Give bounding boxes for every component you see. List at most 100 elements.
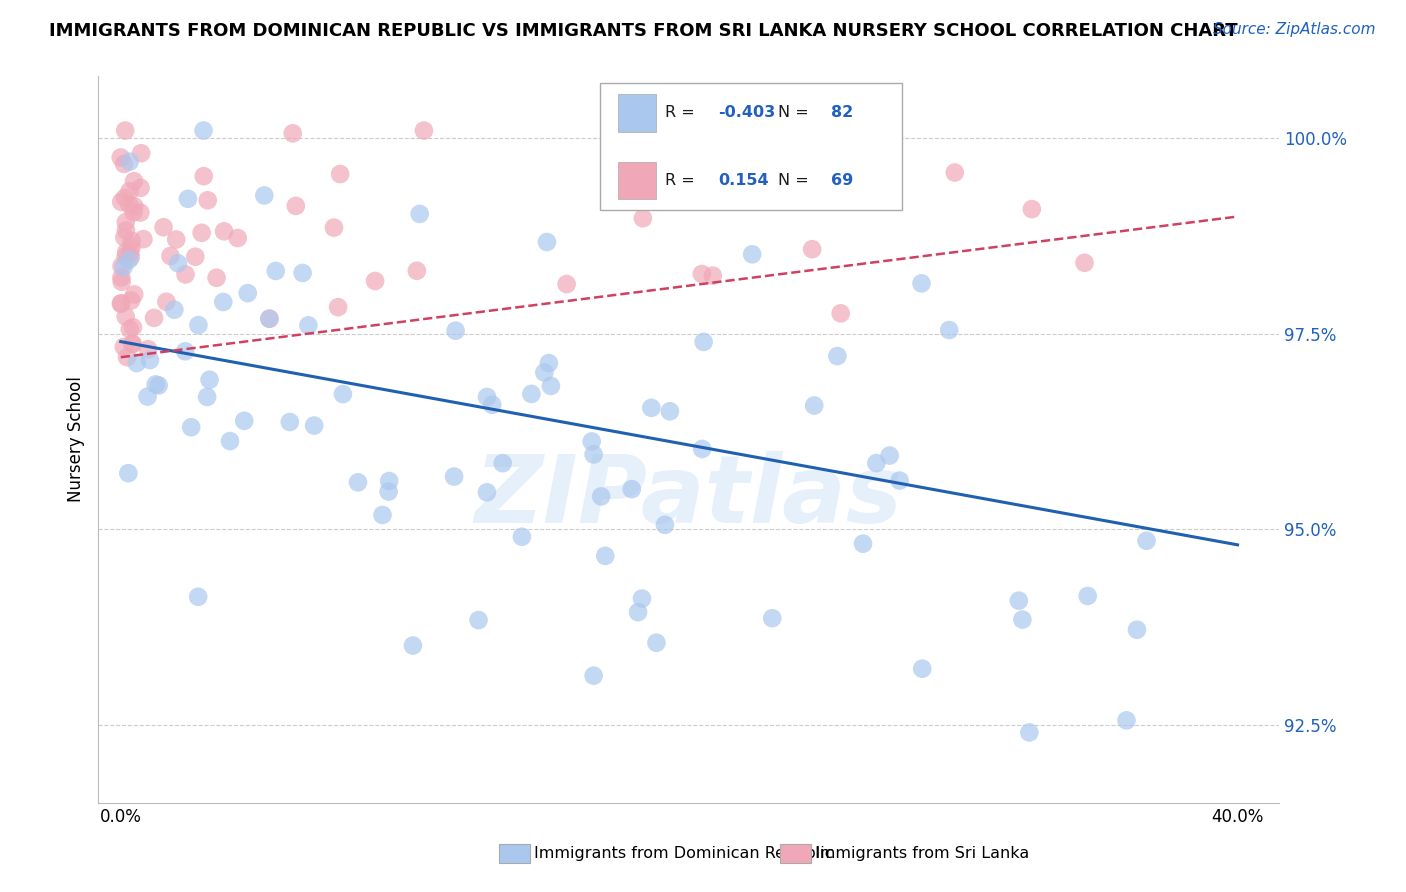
Point (125, 356, 148, 370)
Point (165, 232, 187, 246)
Point (115, 223, 138, 237)
Point (510, 530, 533, 544)
Text: N =: N = (778, 173, 814, 188)
Point (631, 591, 654, 606)
Point (110, 297, 132, 311)
Point (1126, 623, 1149, 637)
Point (910, 277, 932, 291)
Point (148, 378, 170, 392)
Point (120, 293, 142, 308)
Text: R =: R = (665, 105, 700, 120)
Point (155, 294, 177, 309)
Point (378, 474, 401, 488)
Point (889, 474, 911, 488)
Point (645, 636, 668, 650)
Point (405, 264, 427, 278)
Point (475, 485, 498, 500)
Point (212, 224, 235, 238)
Point (152, 220, 174, 235)
Point (654, 517, 676, 532)
Point (533, 366, 555, 380)
Point (582, 668, 605, 682)
Point (1011, 613, 1033, 627)
Point (278, 415, 301, 429)
Point (112, 157, 135, 171)
Text: R =: R = (665, 173, 700, 188)
Point (1018, 725, 1040, 739)
Point (124, 199, 146, 213)
Point (761, 611, 783, 625)
Text: Source: ZipAtlas.com: Source: ZipAtlas.com (1212, 22, 1375, 37)
Point (943, 165, 966, 179)
Point (467, 613, 489, 627)
Point (377, 484, 399, 499)
Point (852, 537, 875, 551)
Point (174, 344, 197, 359)
FancyBboxPatch shape (619, 94, 655, 132)
Point (537, 356, 560, 370)
Point (110, 296, 132, 310)
Point (122, 205, 145, 219)
Point (236, 286, 259, 301)
Point (129, 205, 152, 219)
Point (297, 318, 319, 333)
Point (631, 211, 654, 226)
Point (741, 247, 763, 261)
Point (195, 390, 218, 404)
Point (121, 240, 143, 254)
Point (555, 277, 578, 291)
FancyBboxPatch shape (600, 83, 901, 211)
Point (481, 398, 503, 412)
Point (118, 322, 141, 336)
Point (118, 197, 141, 211)
Point (114, 250, 136, 264)
Point (1115, 714, 1137, 728)
Point (581, 434, 603, 449)
Point (302, 418, 325, 433)
Point (110, 194, 132, 209)
Point (259, 311, 281, 326)
Point (690, 442, 713, 456)
Point (702, 268, 724, 283)
Point (110, 270, 132, 285)
Point (492, 456, 515, 470)
Text: N =: N = (778, 105, 814, 120)
Point (865, 456, 887, 470)
Point (803, 399, 825, 413)
Point (184, 250, 207, 264)
Point (801, 242, 824, 256)
Point (174, 268, 197, 282)
Point (118, 252, 141, 267)
Point (111, 275, 134, 289)
Point (197, 194, 219, 208)
Point (402, 639, 425, 653)
Point (114, 191, 136, 205)
Point (219, 434, 242, 448)
Text: Immigrants from Sri Lanka: Immigrants from Sri Lanka (815, 847, 1029, 861)
Text: ZIPatlas: ZIPatlas (475, 451, 903, 543)
Point (253, 188, 276, 202)
Point (593, 549, 616, 563)
Point (180, 420, 202, 434)
Point (159, 249, 181, 263)
Point (121, 336, 143, 351)
Point (118, 154, 141, 169)
Text: 82: 82 (831, 105, 853, 120)
Point (187, 318, 209, 332)
Text: 0.154: 0.154 (718, 173, 769, 188)
FancyBboxPatch shape (619, 161, 655, 200)
Point (658, 404, 681, 418)
Point (332, 387, 354, 401)
Point (371, 508, 394, 522)
Point (326, 300, 349, 314)
Point (591, 490, 613, 504)
Point (112, 230, 135, 244)
Point (540, 379, 562, 393)
Point (122, 320, 145, 334)
Point (193, 169, 215, 183)
Point (114, 215, 136, 229)
Point (1073, 256, 1095, 270)
Point (117, 466, 139, 480)
Point (121, 337, 143, 351)
Point (692, 334, 714, 349)
